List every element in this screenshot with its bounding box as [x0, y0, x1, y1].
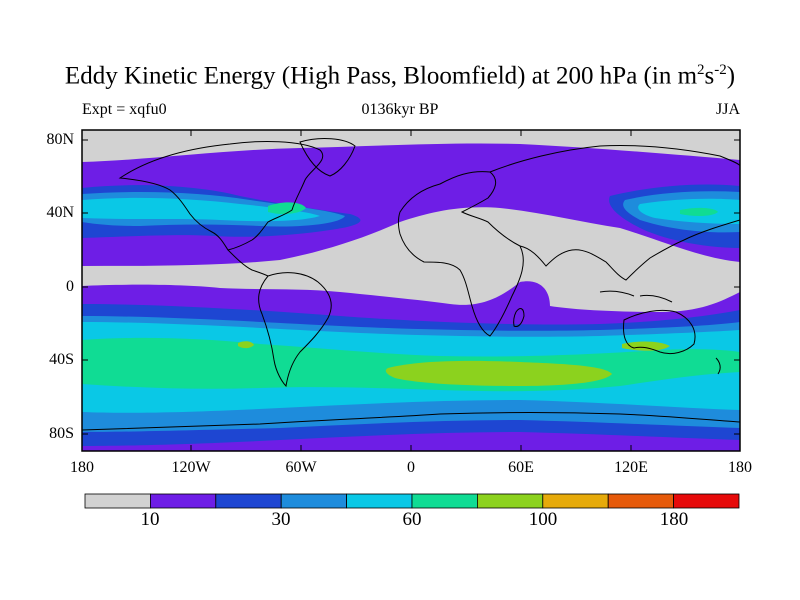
coast-indonesia [599, 290, 673, 303]
lat-label-80s: 80S [49, 425, 74, 442]
title-main: Eddy Kinetic Energy (High Pass, Bloomfie… [64, 62, 698, 90]
coast-madagascar [513, 308, 525, 327]
lon-label-120w: 120W [171, 459, 211, 476]
axis-ticks [82, 130, 740, 451]
colorbar-box-5 [411, 493, 478, 509]
colorbar-label-60: 60 [402, 509, 422, 530]
coast-new-zealand [715, 357, 721, 375]
title-mid: s [704, 62, 715, 90]
lon-label-0: 0 [407, 459, 415, 476]
colorbar [84, 493, 740, 509]
contour-sh-100 [385, 360, 612, 386]
coast-central-america [227, 249, 269, 277]
colorbar-box-9 [673, 493, 740, 509]
plot-title: Eddy Kinetic Energy (High Pass, Bloomfie… [0, 62, 800, 90]
colorbar-label-10: 10 [140, 509, 160, 530]
coast-antarctica [82, 412, 740, 431]
colorbar-label-30: 30 [271, 509, 291, 530]
lat-label-40n: 40N [46, 204, 74, 221]
colorbar-box-8 [607, 493, 675, 509]
season-label: JJA [715, 101, 740, 118]
colorbar-box-2 [215, 493, 282, 509]
coast-north-america [118, 141, 324, 251]
lon-label-180w: 180 [70, 459, 94, 476]
lon-label-180e: 180 [728, 459, 752, 476]
title-end: ) [726, 62, 736, 90]
coast-australia [623, 309, 696, 355]
coast-greenland [299, 138, 356, 177]
contour-nh-30 [82, 191, 740, 233]
experiment-label: Expt = xqfu0 [82, 101, 167, 118]
colorbar-box-6 [476, 493, 544, 509]
lon-label-60w: 60W [285, 459, 317, 476]
coast-asia [489, 144, 740, 281]
coast-south-america [258, 272, 332, 388]
colorbar-box-4 [346, 493, 413, 509]
contour-field [82, 130, 740, 451]
colorbar-label-180: 180 [659, 509, 689, 530]
colorbar-box-3 [280, 493, 348, 509]
period-label: 0136kyr BP [361, 101, 439, 118]
lon-label-60e: 60E [508, 459, 534, 476]
contour-nh-40 [82, 197, 740, 224]
lat-label-80n: 80N [46, 131, 74, 148]
title-sup-1: 2 [697, 62, 705, 78]
coast-europe-africa [398, 171, 524, 337]
lat-label-40s: 40S [49, 351, 74, 368]
title-sup-2: -2 [714, 62, 727, 78]
coastlines [82, 138, 740, 431]
colorbar-label-100: 100 [528, 509, 558, 530]
colorbar-box-1 [149, 493, 217, 509]
colorbar-box-0 [84, 493, 151, 509]
lat-label-eq: 0 [66, 278, 74, 295]
colorbar-box-7 [542, 493, 609, 509]
lon-label-120e: 120E [614, 459, 648, 476]
contour-sh-patch-2 [238, 341, 254, 349]
